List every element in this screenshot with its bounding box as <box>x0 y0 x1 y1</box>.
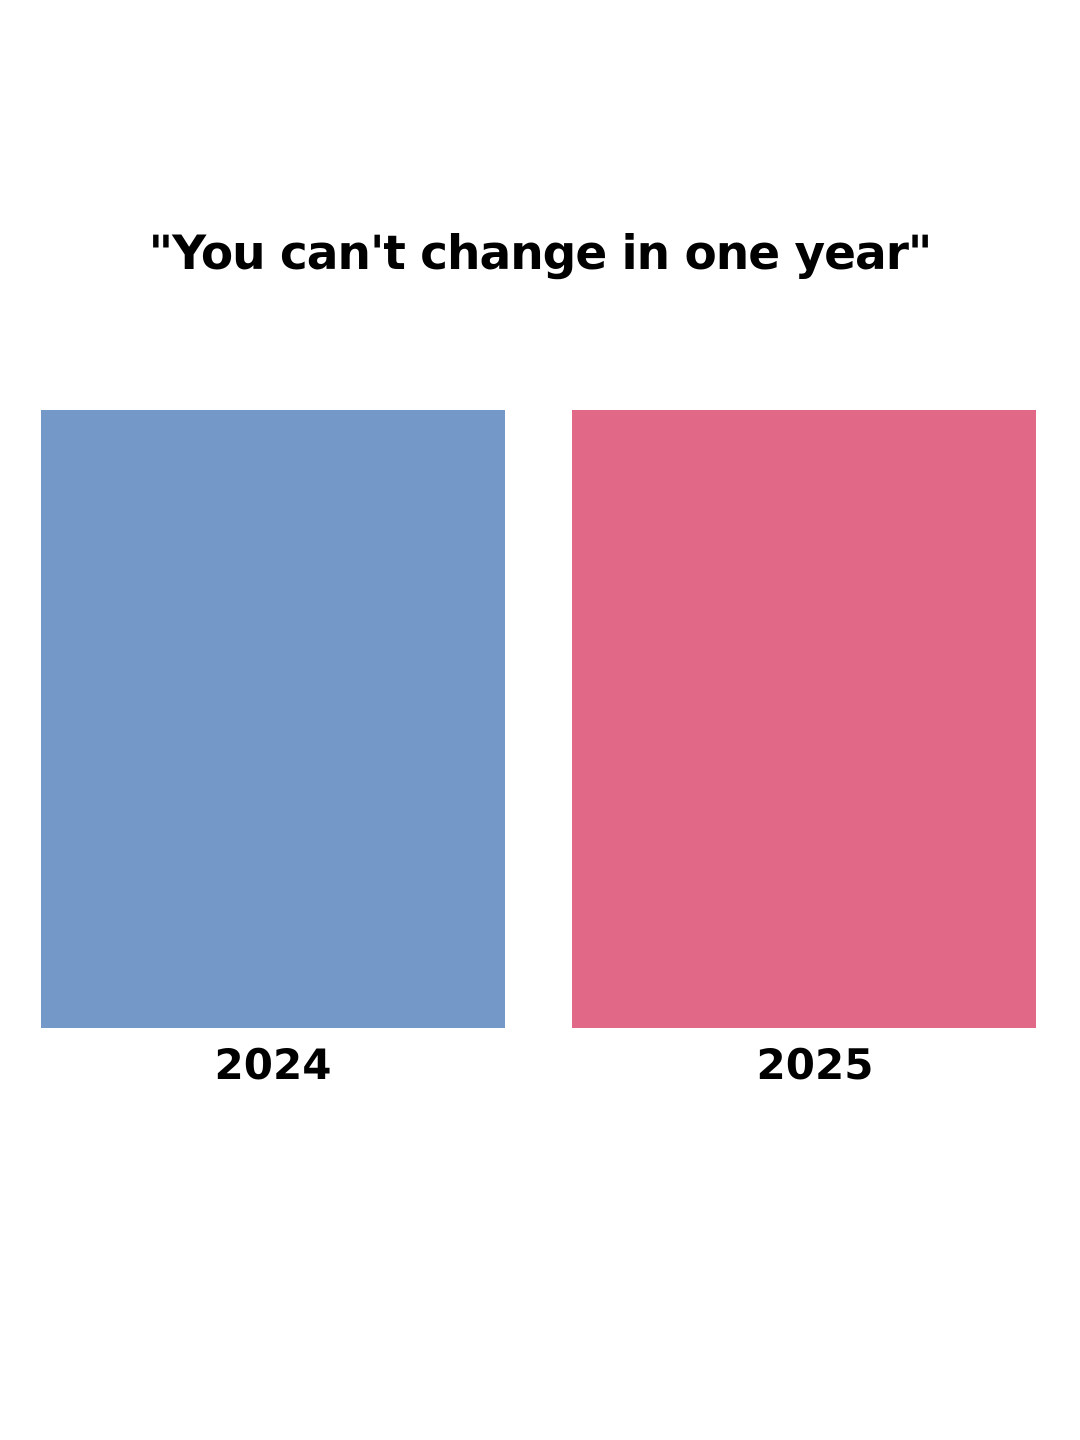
panel-2024 <box>41 410 505 1028</box>
panel-2025 <box>572 410 1036 1028</box>
panel-label-2025: 2025 <box>756 1040 874 1089</box>
meme-title: "You can't change in one year" <box>148 226 933 281</box>
panel-label-2024: 2024 <box>214 1040 332 1089</box>
